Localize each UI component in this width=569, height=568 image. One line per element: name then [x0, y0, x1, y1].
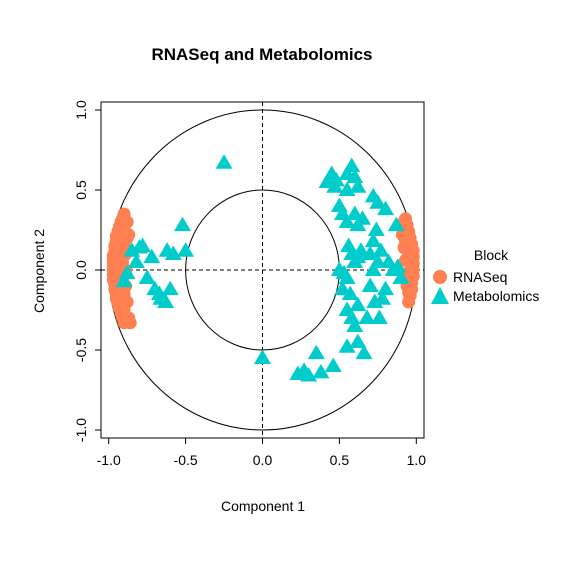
- metabolomics-point: [364, 232, 382, 248]
- metabolomics-point: [215, 154, 233, 169]
- rnaseq-point: [122, 228, 136, 242]
- metabolomics-point: [372, 242, 390, 257]
- metabolomics-point: [355, 344, 373, 360]
- legend-label-rnaseq: RNASeq: [453, 269, 507, 285]
- metabolomics-point: [118, 264, 136, 280]
- x-tick-label: -0.5: [174, 452, 198, 468]
- metabolomics-point: [387, 216, 405, 232]
- legend: Block RNASeq Metabolomics: [431, 247, 539, 304]
- metabolomics-point: [392, 269, 410, 284]
- metabolomics-point: [307, 344, 325, 360]
- metabolomics-point: [341, 285, 359, 300]
- metabolomics-point: [312, 363, 330, 379]
- rnaseq-point: [402, 247, 416, 261]
- rnaseq-point: [117, 303, 131, 317]
- metabolomics-point: [338, 338, 356, 353]
- metabolomics-point: [353, 210, 371, 225]
- y-axis-label: Component 2: [31, 229, 47, 313]
- x-tick-label: 0.0: [253, 452, 273, 468]
- metabolomics-point: [367, 221, 385, 236]
- metabolomics-point: [389, 258, 407, 273]
- metabolomics-point: [364, 261, 382, 276]
- x-tick-label: 1.0: [407, 452, 427, 468]
- y-tick-label: 1.0: [73, 100, 89, 120]
- rnaseq-point: [117, 287, 131, 301]
- metabolomics-point: [330, 197, 348, 212]
- rnaseq-point: [116, 255, 130, 269]
- metabolomics-point: [338, 181, 356, 196]
- metabolomics-point: [349, 296, 367, 312]
- metabolomics-point: [346, 168, 364, 184]
- metabolomics-point: [177, 242, 195, 257]
- metabolomics-point: [254, 349, 271, 364]
- y-tick-label: -0.5: [73, 338, 89, 362]
- rnaseq-point: [402, 285, 416, 299]
- metabolomics-point: [324, 357, 342, 372]
- metabolomics-point: [143, 248, 161, 264]
- metabolomics-point: [134, 237, 152, 252]
- metabolomics-point: [377, 280, 395, 296]
- legend-triangle-icon: [431, 287, 449, 304]
- metabolomics-point: [161, 280, 179, 296]
- metabolomics-point: [346, 317, 364, 332]
- y-tick-label: 0.0: [73, 260, 89, 280]
- metabolomics-point: [343, 157, 361, 172]
- rnaseq-point: [399, 234, 413, 248]
- metabolomics-point: [327, 171, 345, 187]
- legend-title: Block: [474, 247, 509, 263]
- x-tick-label: -1.0: [97, 452, 121, 468]
- metabolomics-point: [157, 293, 175, 308]
- data-marks: [106, 154, 420, 382]
- metabolomics-point: [361, 277, 379, 292]
- legend-label-metabolomics: Metabolomics: [453, 288, 539, 304]
- rnaseq-point: [402, 295, 416, 309]
- metabolomics-point: [138, 269, 156, 284]
- metabolomics-point: [349, 333, 367, 348]
- metabolomics-point: [370, 309, 388, 324]
- metabolomics-point: [115, 272, 133, 288]
- metabolomics-point: [349, 178, 367, 193]
- legend-circle-icon: [433, 270, 447, 284]
- x-tick-label: 0.5: [330, 452, 350, 468]
- metabolomics-point: [127, 253, 145, 268]
- metabolomics-point: [338, 269, 356, 284]
- metabolomics-point: [174, 216, 192, 232]
- metabolomics-point: [338, 213, 356, 228]
- metabolomics-point: [369, 194, 387, 209]
- x-axis-label: Component 1: [221, 498, 305, 514]
- metabolomics-point: [369, 253, 387, 268]
- metabolomics-point: [340, 237, 358, 252]
- metabolomics-point: [366, 293, 384, 308]
- y-tick-label: -1.0: [73, 418, 89, 442]
- metabolomics-point: [358, 309, 376, 324]
- rnaseq-point: [123, 316, 137, 330]
- chart-title: RNASeq and Metabolomics: [151, 45, 372, 64]
- rnaseq-point: [117, 239, 131, 253]
- metabolomics-point: [352, 242, 370, 257]
- y-tick-label: 0.5: [73, 180, 89, 200]
